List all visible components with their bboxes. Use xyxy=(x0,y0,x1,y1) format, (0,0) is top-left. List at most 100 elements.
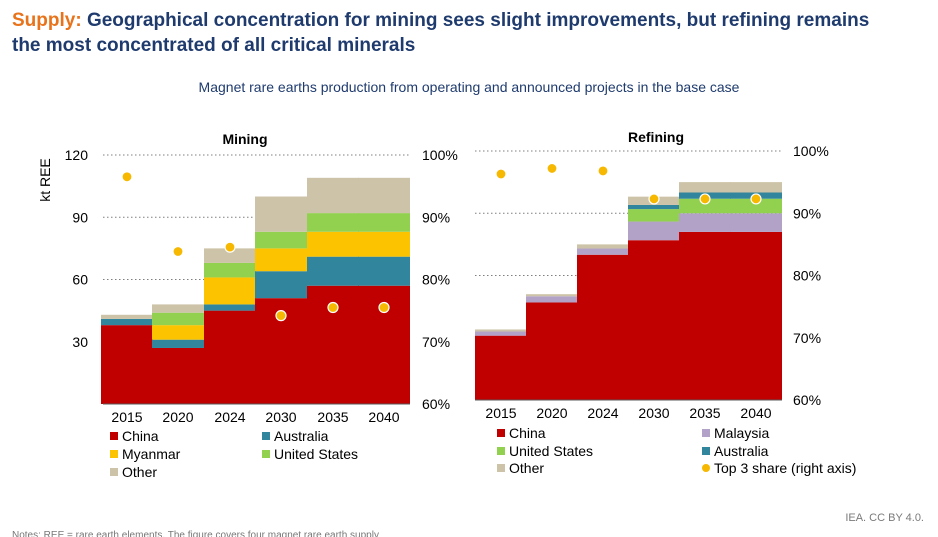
legend-label: Malaysia xyxy=(714,425,769,441)
top3-share-marker xyxy=(495,168,507,180)
bar-segment xyxy=(307,231,359,257)
y-axis-title: kt REE xyxy=(37,158,53,202)
legend-label: Australia xyxy=(274,428,329,444)
bar-segment xyxy=(730,198,782,214)
legend-swatch xyxy=(702,429,710,437)
bar-segment xyxy=(307,256,359,286)
top3-share-marker xyxy=(172,245,184,258)
note-text: Notes: REE = rare earth elements. The fi… xyxy=(12,530,379,537)
bar-segment xyxy=(679,231,731,400)
top3-share-marker xyxy=(750,193,762,205)
legend-swatch xyxy=(497,447,505,455)
bar-segment xyxy=(358,213,410,232)
left-axis-tick-label: 30 xyxy=(72,334,88,350)
title-line-2: the most concentrated of all critical mi… xyxy=(12,35,416,56)
bar-segment xyxy=(204,262,256,278)
bar-segment xyxy=(730,182,782,193)
legend-swatch xyxy=(110,450,118,458)
bar-segment xyxy=(204,248,256,263)
bar-segment xyxy=(577,254,629,400)
left-axis-tick-label: 60 xyxy=(72,272,88,288)
bar-segment xyxy=(628,209,680,222)
x-tick-label: 2024 xyxy=(587,405,618,421)
right-axis-tick-label: 60% xyxy=(422,396,450,412)
legend-marker xyxy=(702,464,710,472)
bar-segment xyxy=(152,347,204,404)
right-axis-tick-label: 80% xyxy=(422,272,450,288)
bar-segment xyxy=(730,213,782,232)
x-tick-label: 2040 xyxy=(368,409,399,425)
right-axis-tick-label: 70% xyxy=(793,330,821,346)
bar-segment xyxy=(358,256,410,286)
x-tick-label: 2020 xyxy=(536,405,567,421)
legend-swatch xyxy=(262,450,270,458)
top3-share-marker xyxy=(327,301,339,314)
page-title: Supply: Geographical concentration for m… xyxy=(12,8,927,58)
bar-segment xyxy=(101,325,153,404)
top3-share-marker xyxy=(597,165,609,177)
legend-label: China xyxy=(122,428,159,444)
bar-segment xyxy=(679,182,731,193)
top3-share-marker xyxy=(378,301,390,314)
x-tick-label: 2024 xyxy=(214,409,245,425)
x-tick-label: 2035 xyxy=(689,405,720,421)
top3-share-marker xyxy=(699,193,711,205)
title-keyword: Supply: xyxy=(12,10,82,31)
bar-segment xyxy=(628,221,680,241)
legend-label: Other xyxy=(509,460,544,476)
bar-segment xyxy=(577,244,629,249)
top3-share-marker xyxy=(275,310,287,322)
bar-segment xyxy=(628,204,680,210)
legend-swatch xyxy=(262,432,270,440)
bar-segment xyxy=(475,331,527,336)
right-axis-tick-label: 90% xyxy=(793,205,821,221)
legend-swatch xyxy=(110,468,118,476)
bar-segment xyxy=(526,294,578,297)
x-tick-label: 2035 xyxy=(317,409,348,425)
bar-segment xyxy=(152,325,204,340)
x-tick-label: 2015 xyxy=(111,409,142,425)
bar-segment xyxy=(730,231,782,400)
x-tick-label: 2015 xyxy=(485,405,516,421)
right-axis-tick-label: 70% xyxy=(422,334,450,350)
legend-label: Other xyxy=(122,464,157,480)
bar-segment xyxy=(255,271,307,299)
legend-label: United States xyxy=(509,443,593,459)
legend-label: United States xyxy=(274,446,358,462)
x-tick-label: 2030 xyxy=(265,409,296,425)
bar-segment xyxy=(577,248,629,255)
right-axis-tick-label: 60% xyxy=(793,392,821,408)
legend-swatch xyxy=(497,429,505,437)
left-axis-tick-label: 90 xyxy=(72,209,88,225)
legend-label: Top 3 share (right axis) xyxy=(714,460,856,476)
bar-segment xyxy=(152,312,204,326)
refining-chart: 60% 70% 80% 90% 100% Refining 2015 2020 2024 2030… xyxy=(475,129,856,476)
bar-segment xyxy=(475,329,527,332)
bar-segment xyxy=(358,231,410,257)
top3-share-marker xyxy=(224,241,236,253)
legend-label: Australia xyxy=(714,443,769,459)
title-line-1: Geographical concentration for mining se… xyxy=(86,10,870,31)
bar-segment xyxy=(526,302,578,400)
bar-segment xyxy=(204,310,256,404)
bar-segment xyxy=(255,248,307,272)
right-axis-tick-label: 100% xyxy=(422,147,458,163)
bar-segment xyxy=(255,196,307,232)
bar-segment xyxy=(101,314,153,319)
bar-segment xyxy=(628,240,680,400)
top3-share-marker xyxy=(648,193,660,205)
x-tick-label: 2040 xyxy=(740,405,771,421)
bar-segment xyxy=(307,213,359,232)
legend-swatch xyxy=(497,464,505,472)
legend-label: Myanmar xyxy=(122,446,181,462)
panel-title: Mining xyxy=(222,131,267,147)
x-tick-label: 2030 xyxy=(638,405,669,421)
chart-subtitle: Magnet rare earths production from opera… xyxy=(198,79,740,95)
bar-segment xyxy=(526,296,578,303)
credit-text: IEA. CC BY 4.0. xyxy=(845,512,924,524)
x-tick-label: 2020 xyxy=(162,409,193,425)
bar-segment xyxy=(204,277,256,305)
bar-segment xyxy=(679,198,731,214)
bar-segment xyxy=(358,177,410,214)
left-axis-tick-label: 120 xyxy=(65,147,89,163)
